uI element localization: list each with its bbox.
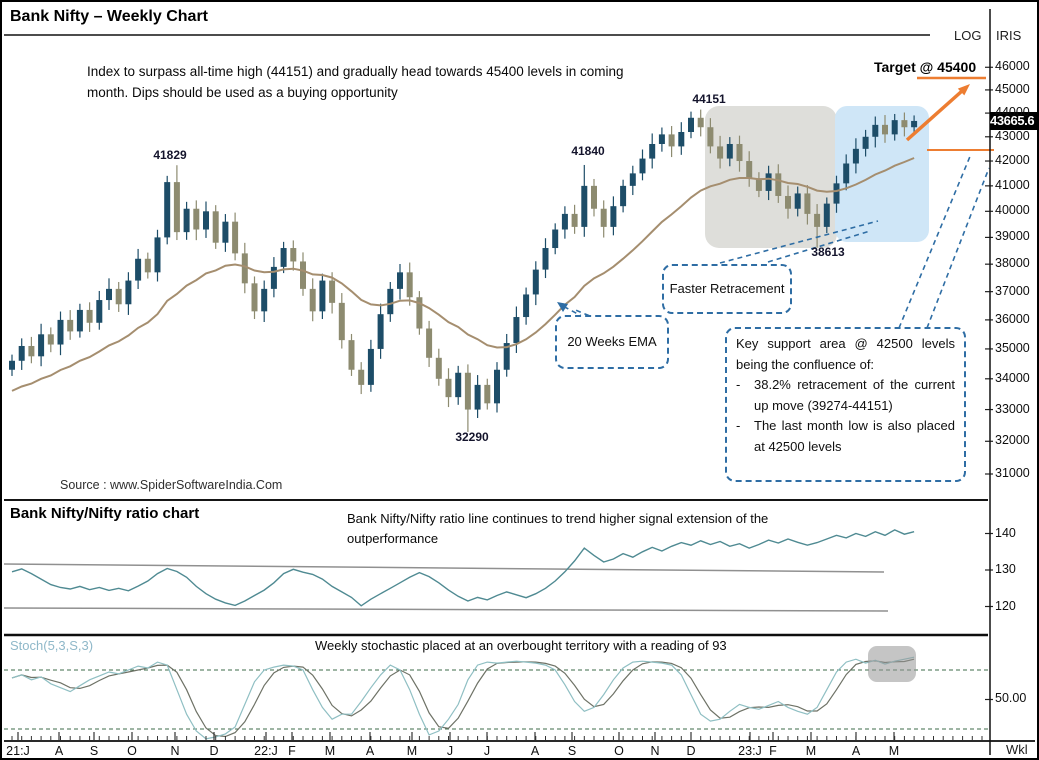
price-tick-label: 40000 — [995, 203, 1030, 218]
price-tick-label: 33000 — [995, 401, 1030, 416]
x-axis-month-label: 21:J — [6, 744, 30, 758]
ratio-panel-title: Bank Nifty/Nifty ratio chart — [10, 505, 200, 522]
price-tick-label: 38000 — [995, 256, 1030, 271]
ratio-tick-label: 120 — [995, 598, 1016, 613]
key-support-bullet-2: - The last month low is also placed at 4… — [736, 416, 955, 457]
key-support-bullet-1: - 38.2% retracement of the current up mo… — [736, 375, 955, 416]
timeframe-label[interactable]: Wkl — [1006, 742, 1028, 757]
stoch-annotation: Weekly stochastic placed at an overbough… — [315, 638, 727, 653]
x-axis-month-label: O — [614, 744, 624, 758]
x-axis-month-label: J — [483, 744, 491, 758]
x-axis-month-label: A — [530, 744, 540, 758]
price-tick-label: 43000 — [995, 128, 1030, 143]
x-axis-month-label: M — [888, 744, 900, 758]
stoch-tick-label: 50.00 — [995, 691, 1027, 706]
target-label: Target @ 45400 — [874, 59, 977, 75]
bullet-dash: - — [736, 418, 741, 434]
price-tick-label: 32000 — [995, 433, 1030, 448]
x-axis-month-label: S — [89, 744, 99, 758]
x-axis-month-label: M — [406, 744, 418, 758]
x-axis-month-label: F — [769, 744, 777, 758]
candle-value-label: 41829 — [153, 148, 187, 162]
x-axis-month-label: S — [567, 744, 577, 758]
callout-key-support: Key support area @ 42500 levels being th… — [725, 327, 966, 482]
x-axis-month-label: F — [288, 744, 296, 758]
price-tick-label: 44000 — [995, 105, 1030, 120]
x-axis-month-label: 22:J — [254, 744, 278, 758]
x-axis-month-label: M — [324, 744, 336, 758]
price-tick-label: 39000 — [995, 229, 1030, 244]
x-axis-month-label: D — [686, 744, 696, 758]
x-axis-month-label: N — [650, 744, 660, 758]
ratio-annotation: Bank Nifty/Nifty ratio line continues to… — [347, 511, 769, 546]
last-price-badge: 43665.6 — [990, 112, 1037, 130]
callout-20-weeks-ema: 20 Weeks EMA — [555, 315, 669, 369]
x-axis-month-label: O — [127, 744, 137, 758]
candle-value-label: 38613 — [811, 245, 845, 259]
x-axis-month-label: J — [446, 744, 454, 758]
scale-mode-label[interactable]: LOG — [954, 28, 982, 43]
x-axis-month-label: A — [54, 744, 64, 758]
ratio-tick-label: 130 — [995, 562, 1016, 576]
x-axis-month-label: A — [851, 744, 861, 758]
price-tick-label: 41000 — [995, 177, 1030, 192]
x-axis-month-label: M — [805, 744, 817, 758]
price-tick-label: 36000 — [995, 311, 1030, 326]
candle-value-label: 44151 — [692, 92, 726, 106]
x-axis-month-label: 23:J — [738, 744, 762, 758]
candle-value-label: 41840 — [571, 144, 605, 158]
callout-faster-retracement: Faster Retracement — [662, 264, 792, 314]
x-axis-month-label: A — [365, 744, 375, 758]
callout-ema-text: 20 Weeks EMA — [567, 333, 657, 349]
main-annotation: Index to surpass all-time high (44151) a… — [87, 64, 624, 100]
price-tick-label: 31000 — [995, 466, 1030, 480]
price-tick-label: 45000 — [995, 81, 1030, 96]
bullet-dash: - — [736, 377, 741, 393]
price-tick-label: 35000 — [995, 340, 1030, 355]
stoch-indicator-label[interactable]: Stoch(5,3,S,3) — [10, 638, 94, 653]
candle-value-label: 32290 — [455, 430, 489, 444]
callout-faster-retracement-text: Faster Retracement — [669, 280, 785, 296]
price-tick-label: 46000 — [995, 59, 1030, 74]
price-tick-label: 34000 — [995, 370, 1030, 385]
x-axis-month-label: N — [170, 744, 180, 758]
key-support-intro: Key support area @ 42500 levels being th… — [736, 336, 955, 372]
price-tick-label: 37000 — [995, 283, 1030, 298]
ratio-tick-label: 140 — [995, 525, 1016, 540]
price-tick-label: 42000 — [995, 153, 1030, 168]
x-axis-month-label: D — [209, 744, 219, 758]
platform-label: IRIS — [996, 28, 1022, 43]
source-credit: Source : www.SpiderSoftwareIndia.Com — [60, 478, 283, 492]
page-title: Bank Nifty – Weekly Chart — [10, 8, 208, 25]
